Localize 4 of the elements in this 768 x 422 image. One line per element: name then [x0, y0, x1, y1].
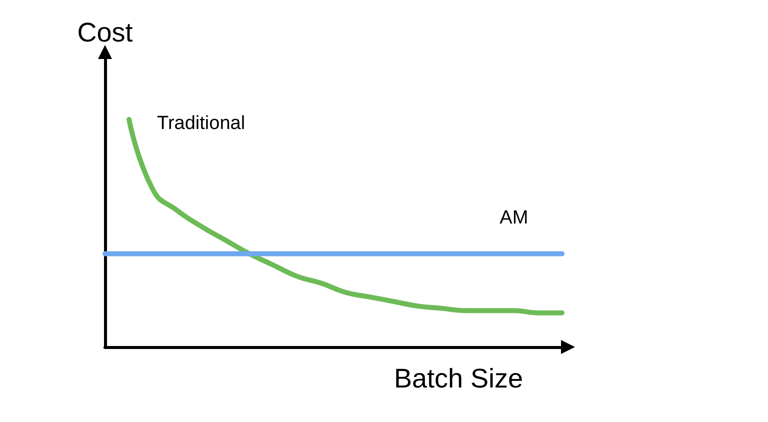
series-label: AM: [500, 208, 528, 229]
series-label: Traditional: [157, 112, 246, 134]
y-axis-title: Cost: [77, 18, 134, 48]
x-axis-title: Batch Size: [394, 364, 524, 394]
